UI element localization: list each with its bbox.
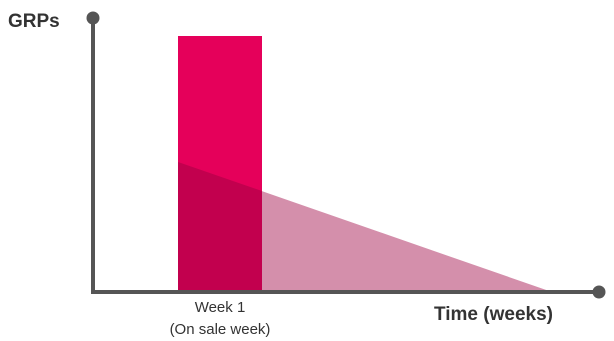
week1-sublabel: (On sale week) (170, 321, 271, 338)
y-axis-label: GRPs (8, 11, 60, 32)
decay-area (178, 162, 552, 292)
week1-label: Week 1 (195, 299, 246, 316)
x-axis-label: Time (weeks) (434, 304, 553, 325)
y-axis-end-dot (86, 11, 100, 25)
x-axis-end-dot (592, 285, 606, 299)
bar-decay-overlap (178, 162, 262, 292)
